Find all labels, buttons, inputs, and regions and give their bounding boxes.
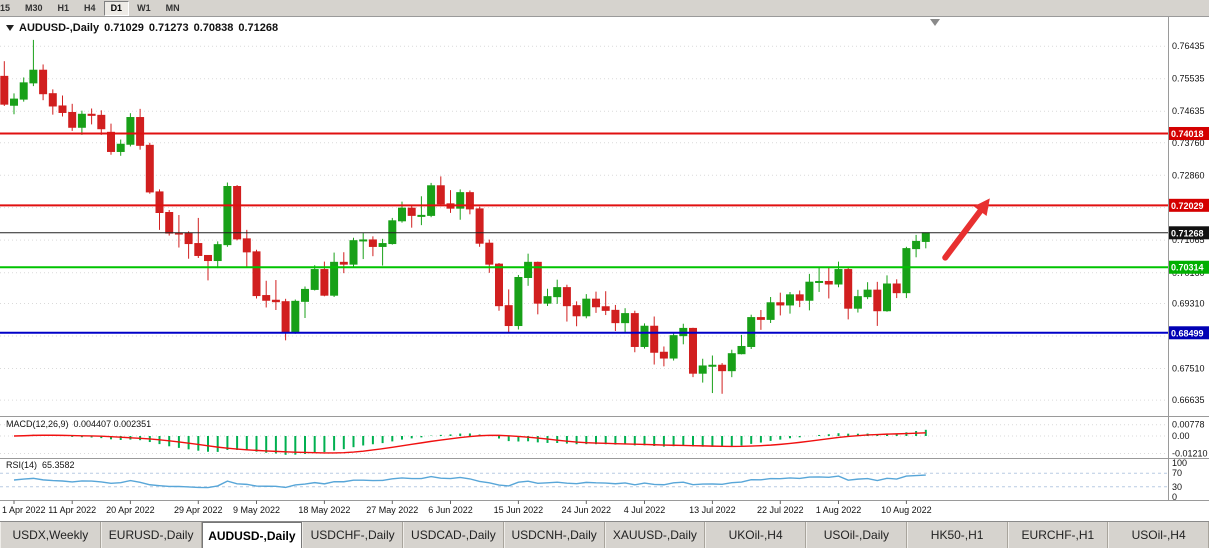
svg-text:0.66635: 0.66635 [1172, 395, 1205, 405]
macd-indicator-label: MACD(12,26,9) 0.004407 0.002351 [6, 419, 151, 429]
chart-tab-audusd-daily[interactable]: AUDUSD-,Daily [201, 522, 303, 548]
svg-text:4 Jul 2022: 4 Jul 2022 [624, 505, 666, 515]
svg-text:0.74018: 0.74018 [1171, 129, 1204, 139]
svg-text:0.70314: 0.70314 [1171, 263, 1204, 273]
svg-text:1 Aug 2022: 1 Aug 2022 [816, 505, 862, 515]
timeframe-button-h1[interactable]: H1 [57, 2, 70, 13]
svg-text:70: 70 [1172, 468, 1182, 478]
svg-text:0.67510: 0.67510 [1172, 364, 1205, 374]
chart-tab-usdchf-daily[interactable]: USDCHF-,Daily [302, 522, 403, 548]
rsi-indicator-label: RSI(14) 65.3582 [6, 460, 75, 470]
rsi-value: 65.3582 [42, 460, 75, 470]
svg-text:10 Aug 2022: 10 Aug 2022 [881, 505, 932, 515]
timeframe-button-m30[interactable]: M30 [25, 2, 43, 13]
chart-tab-ukoil-h4[interactable]: UKOil-,H4 [705, 522, 806, 548]
ohlc-low: 0.70838 [193, 22, 234, 34]
macd-signal-line [13, 432, 926, 454]
svg-text:0: 0 [1172, 492, 1177, 502]
svg-text:18 May 2022: 18 May 2022 [298, 505, 350, 515]
candlesticks [0, 39, 930, 394]
timeframe-button-h4[interactable]: H4 [84, 2, 96, 13]
rsi-line [13, 474, 926, 489]
chart-tab-usdx-weekly[interactable]: USDX,Weekly [0, 522, 101, 548]
svg-text:0.76435: 0.76435 [1172, 41, 1205, 51]
timeframe-button-d1[interactable]: D1 [103, 0, 130, 16]
chart-tab-usdcad-daily[interactable]: USDCAD-,Daily [403, 522, 504, 548]
price-axis-labels: 0.764350.755350.746350.737600.728600.719… [1172, 41, 1205, 405]
svg-text:0.69310: 0.69310 [1172, 299, 1205, 309]
svg-text:0.73760: 0.73760 [1172, 138, 1205, 148]
svg-text:15 Jun 2022: 15 Jun 2022 [494, 505, 544, 515]
timeframe-button-15[interactable]: 15 [0, 2, 11, 13]
rsi-name: RSI(14) [6, 460, 38, 470]
svg-text:0.71268: 0.71268 [1171, 228, 1204, 238]
price-badge-0.70314 [1169, 260, 1209, 274]
svg-text:22 Jul 2022: 22 Jul 2022 [757, 505, 804, 515]
svg-text:0.74635: 0.74635 [1172, 106, 1205, 116]
timeframe-button-mn[interactable]: MN [165, 2, 180, 13]
date-axis-labels: 1 Apr 2022 11 Apr 2022 20 Apr 2022 29 Apr 2… [2, 500, 932, 515]
svg-text:27 May 2022: 27 May 2022 [366, 505, 418, 515]
svg-text:0.71065: 0.71065 [1172, 235, 1205, 245]
timeframe-toolbar: 15 M30 H1 H4 D1 W1 MN [0, 0, 1209, 17]
price-badges: 0.74018 0.72029 0.71268 0.70314 0.68499 [1169, 126, 1209, 340]
chart-tab-bar: USDX,Weekly EURUSD-,Daily AUDUSD-,Daily USD… [0, 521, 1209, 548]
chart-tab-eurusd-daily[interactable]: EURUSD-,Daily [100, 522, 202, 548]
svg-text:11 Apr 2022: 11 Apr 2022 [48, 505, 96, 515]
chart-tab-hk50-h1[interactable]: HK50-,H1 [906, 522, 1008, 548]
price-gridlines [0, 45, 1169, 401]
horizontal-level-lines [0, 132, 1169, 334]
trend-arrow-annotation[interactable] [942, 198, 990, 261]
chart-tab-usoil-h4[interactable]: USOil-,H4 [1108, 522, 1209, 548]
macd-values: 0.004407 0.002351 [73, 419, 152, 429]
svg-text:0.75535: 0.75535 [1172, 74, 1205, 84]
svg-text:-0.01210: -0.01210 [1172, 449, 1208, 459]
svg-text:0.00778: 0.00778 [1172, 420, 1205, 430]
price-badge-0.72029 [1169, 198, 1209, 212]
svg-text:29 Apr 2022: 29 Apr 2022 [174, 505, 223, 515]
price-badge-0.71268 [1169, 226, 1209, 240]
svg-text:20 Apr 2022: 20 Apr 2022 [106, 505, 155, 515]
chart-tab-eurchf-h1[interactable]: EURCHF-,H1 [1007, 522, 1109, 548]
svg-text:100: 100 [1172, 458, 1187, 468]
ohlc-high: 0.71273 [148, 22, 189, 34]
svg-text:0.72029: 0.72029 [1171, 201, 1204, 211]
chart-tab-usoil-daily[interactable]: USOil-,Daily [806, 522, 907, 548]
svg-text:13 Jul 2022: 13 Jul 2022 [689, 505, 736, 515]
chart-tab-xauusd-daily[interactable]: XAUUSD-,Daily [604, 522, 706, 548]
chart-tab-usdcnh-daily[interactable]: USDCNH-,Daily [503, 522, 605, 548]
svg-text:0.68499: 0.68499 [1171, 328, 1204, 338]
symbol-marker-icon [6, 25, 14, 31]
chart-symbol-label: AUDUSD-,Daily [19, 22, 100, 34]
price-badge-0.68499 [1169, 326, 1209, 340]
svg-text:6 Jun 2022: 6 Jun 2022 [428, 505, 473, 515]
ohlc-open: 0.71029 [104, 22, 144, 34]
svg-text:0.00: 0.00 [1172, 431, 1190, 441]
chart-shift-marker[interactable] [930, 19, 940, 26]
macd-histogram [22, 429, 927, 455]
ohlc-close: 0.71268 [238, 22, 279, 34]
timeframe-button-w1[interactable]: W1 [137, 2, 151, 13]
svg-text:24 Jun 2022: 24 Jun 2022 [562, 505, 612, 515]
svg-text:9 May 2022: 9 May 2022 [233, 505, 280, 515]
chart-title: AUDUSD-,Daily 0.71029 0.71273 0.70838 0.… [6, 22, 278, 34]
svg-text:0.72860: 0.72860 [1172, 170, 1205, 180]
svg-text:30: 30 [1172, 482, 1182, 492]
panel-separators [0, 17, 1209, 501]
macd-name: MACD(12,26,9) [6, 419, 69, 429]
svg-text:1 Apr 2022: 1 Apr 2022 [2, 505, 46, 515]
price-badge-0.74018 [1169, 126, 1209, 140]
